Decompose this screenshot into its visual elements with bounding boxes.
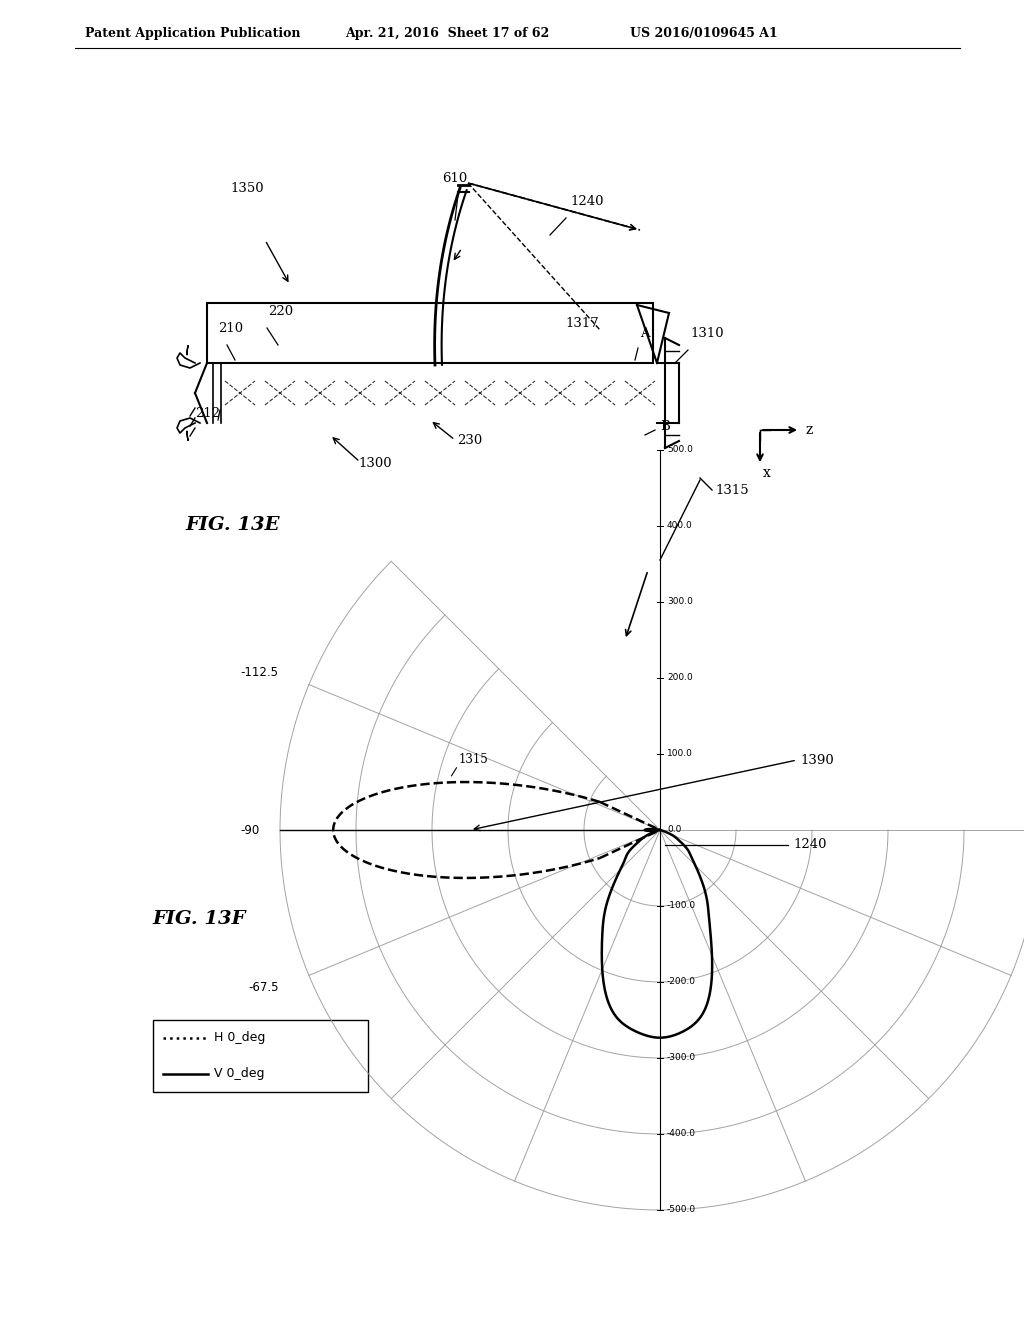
Text: z: z <box>806 422 813 437</box>
Text: -112.5: -112.5 <box>241 667 279 680</box>
Text: 100.0: 100.0 <box>667 750 693 759</box>
Text: 1310: 1310 <box>690 327 724 341</box>
Text: -100.0: -100.0 <box>667 902 696 911</box>
Text: A: A <box>640 327 649 341</box>
Text: 1390: 1390 <box>800 754 834 767</box>
Text: 1315: 1315 <box>715 483 749 496</box>
Text: 500.0: 500.0 <box>667 446 693 454</box>
Text: 300.0: 300.0 <box>667 598 693 606</box>
Text: 1240: 1240 <box>793 838 826 851</box>
Text: Patent Application Publication: Patent Application Publication <box>85 26 300 40</box>
Text: -400.0: -400.0 <box>667 1130 696 1138</box>
Text: 1300: 1300 <box>358 457 392 470</box>
Text: 230: 230 <box>458 434 482 447</box>
Text: 212: 212 <box>195 407 220 420</box>
Text: 220: 220 <box>268 305 293 318</box>
Text: Apr. 21, 2016  Sheet 17 of 62: Apr. 21, 2016 Sheet 17 of 62 <box>345 26 549 40</box>
Text: 1315: 1315 <box>459 752 488 766</box>
Bar <box>207 304 653 363</box>
Text: -500.0: -500.0 <box>667 1205 696 1214</box>
Text: B: B <box>660 421 670 433</box>
Text: H 0_deg: H 0_deg <box>214 1031 265 1044</box>
Text: V 0_deg: V 0_deg <box>214 1068 264 1081</box>
Text: 1240: 1240 <box>570 195 603 209</box>
Text: 610: 610 <box>442 172 468 185</box>
Text: FIG. 13E: FIG. 13E <box>185 516 280 535</box>
Text: -90: -90 <box>241 824 260 837</box>
Text: US 2016/0109645 A1: US 2016/0109645 A1 <box>630 26 778 40</box>
Text: -67.5: -67.5 <box>249 981 279 994</box>
Bar <box>153 1020 368 1092</box>
Text: x: x <box>763 466 771 480</box>
Text: 210: 210 <box>218 322 243 335</box>
Text: 1317: 1317 <box>565 317 599 330</box>
Text: 400.0: 400.0 <box>667 521 693 531</box>
Text: 200.0: 200.0 <box>667 673 693 682</box>
Text: 1350: 1350 <box>230 182 263 195</box>
Text: -300.0: -300.0 <box>667 1053 696 1063</box>
Text: FIG. 13F: FIG. 13F <box>152 909 246 928</box>
Text: 0.0: 0.0 <box>667 825 681 834</box>
Text: -200.0: -200.0 <box>667 978 696 986</box>
